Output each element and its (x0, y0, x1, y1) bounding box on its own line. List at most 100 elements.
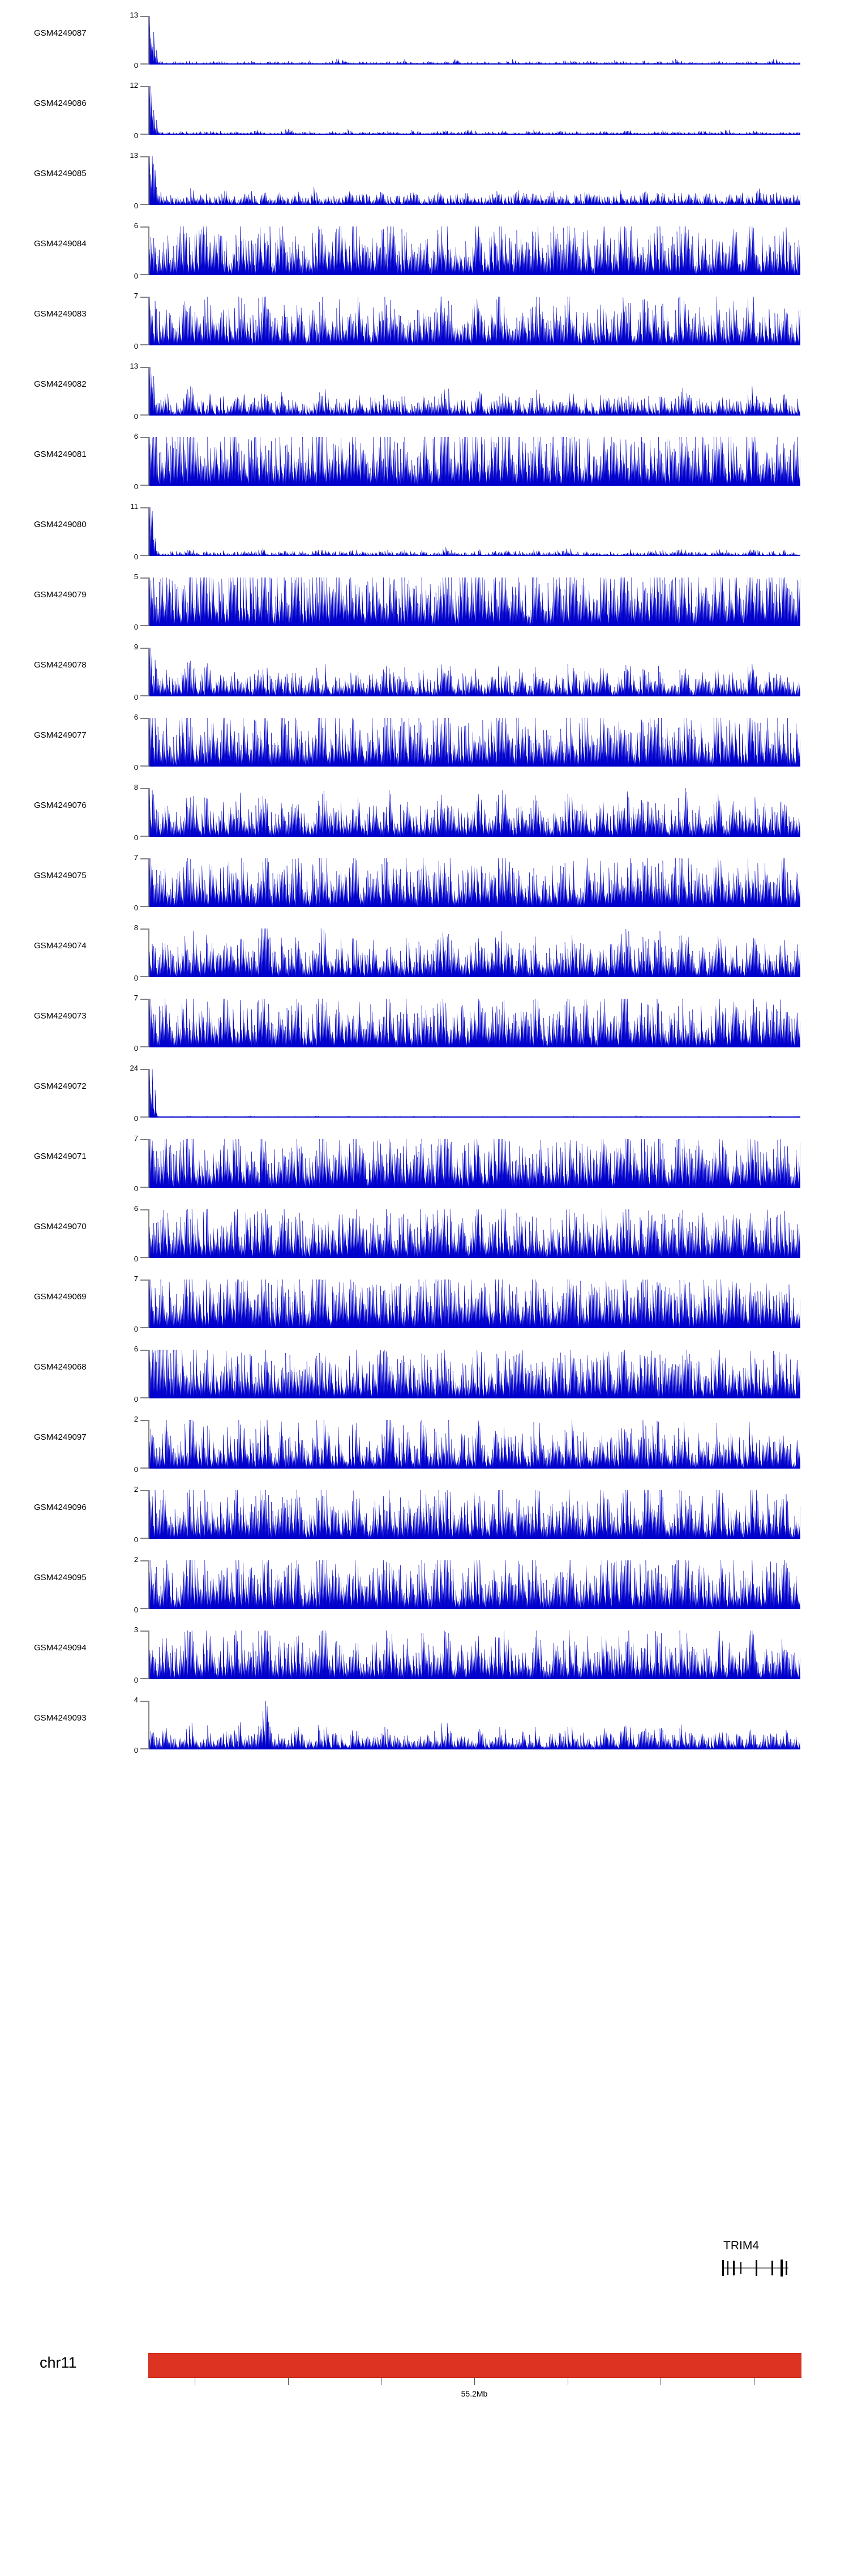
coverage-signal (149, 437, 800, 486)
y-axis-tick-min (140, 765, 148, 767)
track-label: GSM4249095 (34, 1573, 87, 1582)
y-axis-max-label: 7 (134, 1134, 138, 1142)
coverage-track[interactable]: GSM4249084 6 0 (0, 211, 849, 281)
coverage-track[interactable]: GSM4249080 11 0 (0, 491, 849, 562)
coverage-track[interactable]: GSM4249071 7 0 (0, 1123, 849, 1193)
coverage-track[interactable]: GSM4249083 7 0 (0, 281, 849, 351)
coverage-signal (149, 1631, 800, 1679)
coverage-track[interactable]: GSM4249094 3 0 (0, 1615, 849, 1685)
y-axis-min-label: 0 (134, 974, 138, 982)
y-axis-tick-max (140, 1631, 148, 1632)
coverage-signal (149, 86, 800, 135)
track-baseline (149, 1608, 800, 1609)
y-axis-max-label: 8 (134, 923, 138, 932)
y-axis-tick-max (140, 858, 148, 859)
track-baseline (149, 836, 800, 837)
y-axis-max-label: 2 (134, 1555, 138, 1564)
y-axis-min-label: 0 (134, 1255, 138, 1263)
y-axis-min-label: 0 (134, 1114, 138, 1123)
chromosome-band[interactable] (148, 2353, 801, 2378)
coverage-track[interactable]: GSM4249097 2 0 (0, 1404, 849, 1474)
y-axis-max-label: 6 (134, 221, 138, 230)
coverage-track[interactable]: GSM4249082 13 0 (0, 351, 849, 421)
track-plot[interactable]: 24 0 (130, 1064, 800, 1123)
track-label: GSM4249094 (34, 1643, 87, 1653)
coverage-signal (149, 718, 800, 767)
gene-label-trim4[interactable]: TRIM4 (723, 2239, 759, 2252)
track-plot[interactable]: 12 0 (130, 81, 800, 140)
y-axis-tick-min (140, 625, 148, 626)
track-plot[interactable]: 13 0 (130, 11, 800, 70)
track-baseline (149, 1046, 800, 1047)
coverage-track[interactable]: GSM4249093 4 0 (0, 1685, 849, 1755)
y-axis-max-label: 13 (130, 362, 138, 370)
coverage-track[interactable]: GSM4249073 7 0 (0, 983, 849, 1053)
track-baseline (149, 134, 800, 135)
coverage-track[interactable]: GSM4249096 2 0 (0, 1474, 849, 1544)
y-axis-tick-min (140, 1608, 148, 1609)
track-label: GSM4249083 (34, 309, 87, 319)
coverage-track[interactable]: GSM4249075 7 0 (0, 842, 849, 913)
coverage-track[interactable]: GSM4249077 6 0 (0, 702, 849, 772)
coverage-track[interactable]: GSM4249070 6 0 (0, 1193, 849, 1264)
y-axis-tick-min (140, 836, 148, 837)
y-axis-max-label: 13 (130, 151, 138, 160)
coverage-track[interactable]: GSM4249079 5 0 (0, 562, 849, 632)
coverage-signal (149, 1139, 800, 1188)
coverage-track[interactable]: GSM4249078 9 0 (0, 632, 849, 702)
y-axis-max-label: 7 (134, 853, 138, 862)
coverage-track[interactable]: GSM4249068 6 0 (0, 1334, 849, 1404)
y-axis-tick-min (140, 274, 148, 275)
gene-model-svg (722, 2260, 788, 2277)
coverage-signal (149, 297, 800, 345)
track-label: GSM4249073 (34, 1011, 87, 1021)
y-axis-tick-max (140, 1350, 148, 1351)
y-axis-line (148, 16, 149, 65)
coverage-track[interactable]: GSM4249085 13 0 (0, 140, 849, 211)
coverage-track[interactable]: GSM4249095 2 0 (0, 1544, 849, 1615)
coverage-track[interactable]: GSM4249076 8 0 (0, 772, 849, 842)
coverage-track[interactable]: GSM4249069 7 0 (0, 1264, 849, 1334)
coverage-track[interactable]: GSM4249086 12 0 (0, 70, 849, 140)
track-plot[interactable]: 11 0 (131, 502, 800, 561)
y-axis-max-label: 7 (134, 292, 138, 300)
coverage-signal (149, 788, 800, 837)
y-axis-line (148, 999, 149, 1047)
track-label: GSM4249075 (34, 871, 87, 880)
track-label: GSM4249069 (34, 1292, 87, 1302)
track-label: GSM4249079 (34, 590, 87, 600)
coverage-track[interactable]: GSM4249087 13 0 (0, 0, 849, 70)
track-plot[interactable]: 13 0 (130, 151, 800, 210)
y-axis-max-label: 5 (134, 572, 138, 581)
y-axis-line (148, 1280, 149, 1328)
y-axis-min-label: 0 (134, 623, 138, 631)
coverage-track[interactable]: GSM4249074 8 0 (0, 913, 849, 983)
y-axis-tick-min (140, 555, 148, 556)
track-plot[interactable]: 13 0 (130, 362, 800, 421)
track-baseline (149, 1327, 800, 1328)
chromosome-ideogram: chr11 55.2Mb (0, 2333, 849, 2423)
coverage-track[interactable]: GSM4249072 24 0 (0, 1053, 849, 1123)
coverage-track[interactable]: GSM4249081 6 0 (0, 421, 849, 491)
gene-model-trim4[interactable] (722, 2258, 790, 2278)
y-axis-tick-min (140, 1116, 148, 1118)
